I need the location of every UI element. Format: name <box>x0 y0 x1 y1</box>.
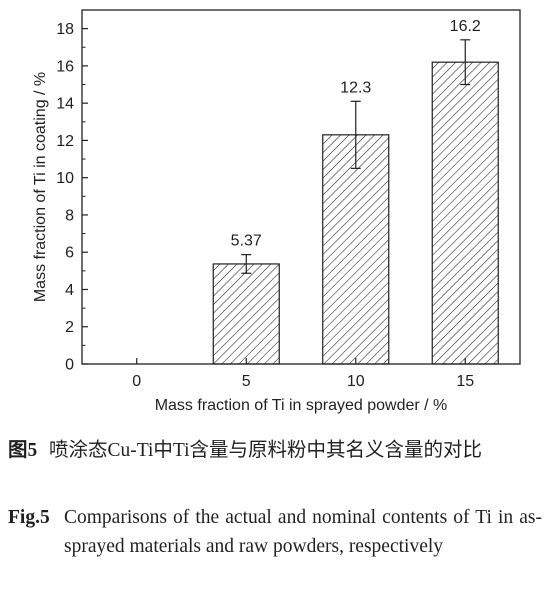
y-tick-label: 14 <box>56 96 74 113</box>
y-tick-label: 16 <box>56 58 74 75</box>
bar <box>431 61 499 365</box>
data-label: 16.2 <box>450 18 481 35</box>
caption-en-text: Comparisons of the actual and nominal co… <box>64 507 542 557</box>
y-tick-label: 6 <box>65 245 74 262</box>
y-tick-label: 0 <box>65 357 74 374</box>
caption-cn-label: 图5 <box>8 440 38 461</box>
x-tick-label: 5 <box>242 373 251 390</box>
y-axis: 0 2 4 6 8 10 12 14 16 18 <box>56 21 88 374</box>
bar-chart: 0 2 4 6 8 10 12 14 16 18 0 5 10 15 5.37 12.3 16.2 Mass… <box>32 9 521 414</box>
bars: 5.37 12.3 16.2 <box>212 18 499 365</box>
figure-caption-chinese: 图5 喷涂态Cu-Ti中Ti含量与原料粉中其名义含量的对比 <box>8 436 542 465</box>
plot-frame <box>81 9 521 365</box>
y-axis-title: Mass fraction of Ti in coating / % <box>32 72 49 302</box>
caption-en-label: Fig.5 <box>8 507 50 528</box>
bar <box>212 263 280 365</box>
y-tick-label: 18 <box>56 21 74 38</box>
x-axis-title: Mass fraction of Ti in sprayed powder / … <box>155 397 448 414</box>
data-label: 5.37 <box>231 233 262 250</box>
figure-caption-english: Fig.5 Comparisons of the actual and nomi… <box>8 503 542 561</box>
caption-cn-text: 喷涂态Cu-Ti中Ti含量与原料粉中其名义含量的对比 <box>49 440 483 461</box>
x-tick-label: 15 <box>456 373 474 390</box>
y-tick-label: 2 <box>65 319 74 336</box>
x-tick-label: 0 <box>132 373 141 390</box>
data-label: 12.3 <box>340 79 371 96</box>
x-axis: 0 5 10 15 <box>132 358 474 390</box>
y-tick-label: 10 <box>56 170 74 187</box>
x-tick-label: 10 <box>347 373 365 390</box>
y-tick-label: 12 <box>56 133 74 150</box>
y-tick-label: 8 <box>65 207 74 224</box>
y-tick-label: 4 <box>65 282 74 299</box>
bar <box>322 134 390 365</box>
